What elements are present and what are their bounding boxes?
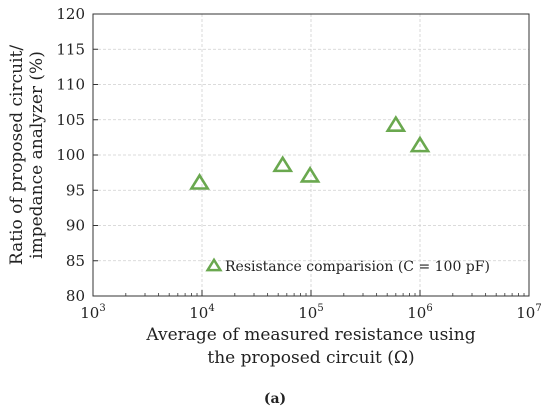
- y-tick-label: 90: [66, 217, 85, 235]
- legend-label-resistance-comparision: Resistance comparision (C = 100 pF): [225, 259, 490, 275]
- x-tick-label: 106: [407, 303, 432, 322]
- y-tick-label: 105: [56, 111, 85, 129]
- data-points: [189, 115, 431, 190]
- y-tick-label: 85: [66, 252, 85, 270]
- x-tick-label: 107: [516, 303, 541, 322]
- x-tick-label: 105: [298, 303, 323, 322]
- data-point-triangle: [385, 115, 407, 132]
- x-axis-ticks: 103 104 105 106 107: [80, 290, 542, 322]
- data-point-triangle: [299, 165, 321, 183]
- legend-marker-triangle-icon: [205, 257, 223, 272]
- y-axis-title-line-2: impedance analyzer (%): [27, 51, 47, 259]
- x-axis-title-line-1: Average of measured resistance using: [145, 325, 475, 345]
- data-point-triangle: [189, 172, 211, 190]
- data-point-triangle: [272, 155, 294, 173]
- legend: Resistance comparision (C = 100 pF): [205, 257, 490, 275]
- y-axis-ticks: 80 85 90 95 100 105 110 115 120: [56, 5, 98, 305]
- y-tick-label: 120: [56, 5, 85, 23]
- y-axis-title-line-1: Ratio of proposed circuit/: [7, 45, 27, 265]
- x-axis-title-line-2: the proposed circuit (Ω): [207, 348, 414, 368]
- x-tick-label: 104: [189, 303, 214, 322]
- grid-lines: [92, 13, 530, 297]
- y-tick-label: 80: [66, 287, 85, 305]
- y-tick-label: 100: [56, 146, 85, 164]
- y-tick-label: 110: [56, 76, 85, 94]
- figure-caption: (a): [264, 391, 286, 407]
- y-tick-label: 115: [56, 40, 85, 58]
- y-tick-label: 95: [66, 181, 85, 199]
- data-point-triangle: [409, 135, 431, 153]
- x-tick-label: 103: [80, 303, 105, 322]
